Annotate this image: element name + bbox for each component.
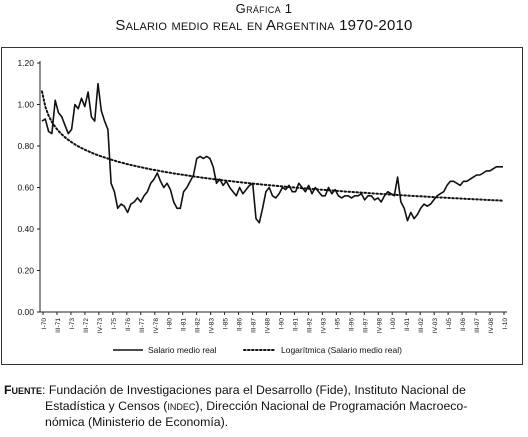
x-tick-label: III-72: [83, 318, 90, 333]
y-tick-label: 1.20: [17, 58, 34, 68]
y-tick-label: 0.40: [17, 224, 34, 234]
y-tick-label: 0.60: [17, 183, 34, 193]
x-tick-label: I-73: [69, 318, 76, 330]
x-tick-label: I-05: [446, 318, 453, 330]
source-indec: indec: [167, 399, 196, 413]
x-tick-label: IV-83: [209, 318, 216, 334]
x-tick-label: II-01: [404, 318, 411, 331]
x-tick-label: III-71: [55, 318, 62, 333]
x-tick-label: I-00: [390, 318, 397, 330]
y-tick-label: 0.20: [17, 266, 34, 276]
x-tick-label: I-70: [41, 318, 48, 330]
x-tick-label: IV-93: [320, 318, 327, 334]
x-tick-label: IV-08: [488, 318, 495, 334]
x-tick-label: I-80: [167, 318, 174, 330]
x-tick-label: II-06: [460, 318, 467, 331]
x-tick-label: IV-98: [376, 318, 383, 334]
y-tick-label: 0.00: [17, 307, 34, 317]
series-line-logaritmica: [41, 90, 504, 202]
source-line-1: Fuente: Fundación de Investigaciones par…: [4, 383, 466, 397]
x-tick-label: I-10: [502, 318, 509, 330]
x-tick-label: II-96: [348, 318, 355, 331]
x-tick-label: I-90: [278, 318, 285, 330]
source-label: Fuente: [4, 383, 43, 397]
x-tick-label: IV-78: [153, 318, 160, 334]
x-tick-label: II-86: [237, 318, 244, 331]
x-tick-label: II-91: [292, 318, 299, 331]
chart-frame: [1, 47, 523, 365]
x-tick-label: III-77: [139, 318, 146, 333]
x-tick-label: II-76: [125, 318, 132, 331]
x-tick-label: I-75: [111, 318, 118, 330]
legend-label-logaritmica: Logarítmica (Salario medio real): [281, 345, 402, 355]
legend-label-salario: Salario medio real: [148, 345, 217, 355]
x-tick-label: III-82: [195, 318, 202, 333]
x-tick-label: IV-03: [432, 318, 439, 334]
chart-title: Salario medio real en Argentina 1970-201…: [115, 17, 413, 34]
x-tick-label: III-87: [251, 318, 258, 333]
source-text-1: Fundación de Investigaciones para el Des…: [48, 383, 466, 397]
source-line-2: Estadística y Censos (indec), Dirección …: [4, 398, 524, 414]
x-tick-label: I-85: [223, 318, 230, 330]
source-line-3: nómica (Ministerio de Economía).: [45, 415, 229, 429]
x-tick-label: III-97: [362, 318, 369, 333]
x-tick-label: II-81: [181, 318, 188, 331]
x-tick-label: I-95: [334, 318, 341, 330]
y-tick-label: 0.80: [17, 141, 34, 151]
source-note: Fuente: Fundación de Investigaciones par…: [4, 382, 524, 430]
x-tick-label: III-92: [306, 318, 313, 333]
x-tick-label: IV-73: [97, 318, 104, 334]
figure-label: Gráfica 1: [235, 1, 293, 16]
source-text-2c: ), Dirección Nacional de Programación Ma…: [195, 399, 468, 413]
series-line-salario: [41, 82, 503, 224]
source-text-2a: Estadística y Censos (: [45, 399, 168, 413]
y-tick-label: 1.00: [17, 100, 34, 110]
x-tick-label: III-02: [418, 318, 425, 333]
x-tick-label: III-07: [474, 318, 481, 333]
x-tick-label: IV-88: [265, 318, 272, 334]
